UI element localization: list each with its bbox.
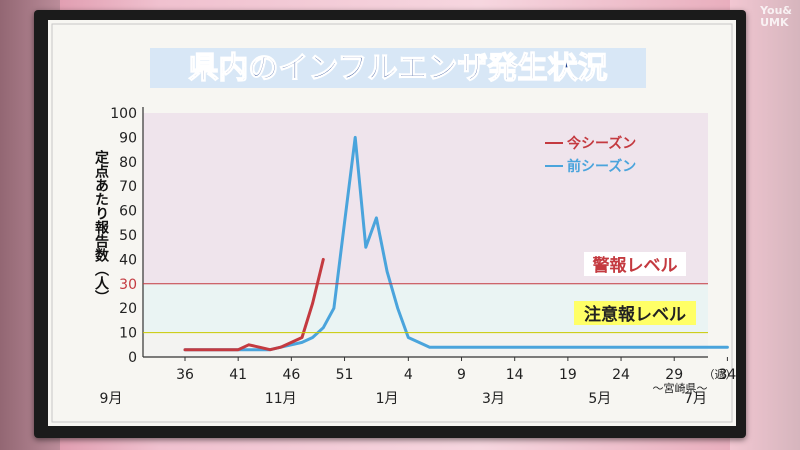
tv-screen: 県内のインフルエンザ発生状況 定点あたり報告数（人） 0 10 20 30 40 50 60…	[48, 20, 736, 426]
alarm-level-label: 警報レベル	[592, 255, 678, 276]
alarm-label-bg	[584, 252, 686, 276]
x-tick-label: 34	[718, 367, 736, 383]
y-axis-label: 定点あたり報告数（人）	[93, 149, 110, 304]
month-label: 7月	[684, 391, 707, 407]
legend-label-1: 前シーズン	[567, 158, 636, 175]
x-tick-label: 19	[559, 367, 577, 383]
x-tick-label: 46	[282, 367, 300, 383]
watermark-line1: You&	[760, 4, 792, 17]
x-tick-label: 41	[229, 367, 247, 383]
legend-label-0: 今シーズン	[566, 135, 636, 152]
y-tick-label: 10	[119, 326, 137, 342]
x-tick-label: 24	[612, 367, 630, 383]
month-label: 5月	[588, 391, 611, 407]
month-label: 1月	[376, 391, 399, 407]
y-tick-label: 70	[119, 179, 137, 195]
y-tick-label: 90	[119, 130, 137, 146]
influenza-chart: 県内のインフルエンザ発生状況 定点あたり報告数（人） 0 10 20 30 40 50 60…	[48, 20, 736, 426]
advisory-level-label: 注意報レベル	[584, 304, 686, 325]
x-tick-label: 9	[457, 367, 466, 383]
broadcaster-watermark: You& UMK	[760, 5, 792, 29]
x-tick-label: 51	[336, 367, 354, 383]
panel-frame	[51, 23, 733, 423]
y-tick-label: 40	[119, 252, 137, 268]
x-tick-label: 4	[404, 367, 413, 383]
y-tick-label: 100	[110, 106, 137, 122]
series-line-0	[183, 257, 325, 352]
y-tick-label: 30	[119, 277, 137, 293]
y-tick-label: 0	[128, 350, 137, 366]
x-tick-label: 36	[176, 367, 194, 383]
x-tick-label: 14	[506, 367, 524, 383]
x-tick-label: 29	[665, 367, 683, 383]
x-unit-label: （週）	[704, 368, 737, 381]
y-tick-label: 20	[119, 301, 137, 317]
advisory-label-bg	[574, 301, 696, 325]
y-tick-label: 80	[119, 155, 137, 171]
month-label: 9月	[100, 391, 123, 407]
title-banner	[150, 48, 646, 88]
month-label: 3月	[482, 391, 505, 407]
chart-title: 県内のインフルエンザ発生状況	[188, 51, 607, 86]
watermark-line2: UMK	[760, 16, 789, 29]
region-label: ～宮崎県～	[653, 381, 708, 395]
y-tick-label: 60	[119, 204, 137, 220]
y-tick-label: 50	[119, 228, 137, 244]
month-label: 11月	[265, 391, 297, 407]
